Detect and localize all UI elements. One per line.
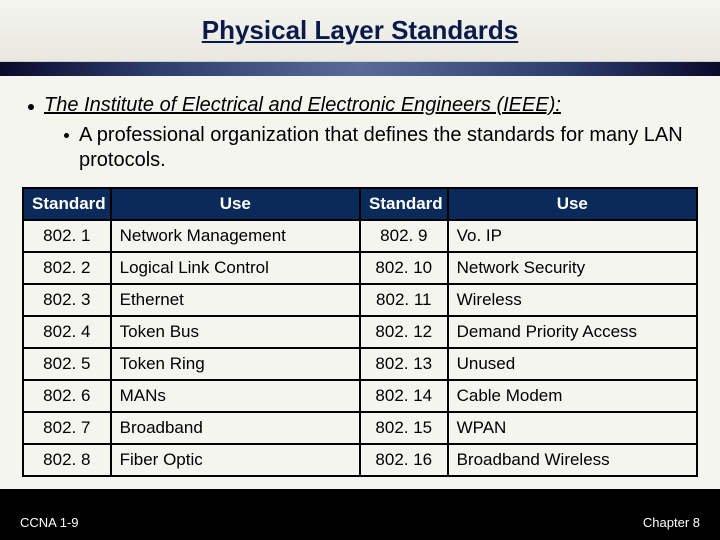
cell-use: Fiber Optic	[111, 444, 360, 476]
footer: CCNA 1-9 Chapter 8	[0, 510, 720, 540]
cell-use: Token Bus	[111, 316, 360, 348]
cell-standard: 802. 5	[23, 348, 111, 380]
cell-standard: 802. 2	[23, 252, 111, 284]
table-row: 802. 7 Broadband 802. 15 WPAN	[23, 412, 697, 444]
cell-standard: 802. 14	[360, 380, 448, 412]
table-header-row: Standard Use Standard Use	[23, 188, 697, 220]
standards-table: Standard Use Standard Use 802. 1 Network…	[22, 187, 698, 477]
table-row: 802. 6 MANs 802. 14 Cable Modem	[23, 380, 697, 412]
table-row: 802. 4 Token Bus 802. 12 Demand Priority…	[23, 316, 697, 348]
cell-use: Network Management	[111, 220, 360, 252]
cell-standard: 802. 15	[360, 412, 448, 444]
header-use-1: Use	[111, 188, 360, 220]
content-area: The Institute of Electrical and Electron…	[0, 76, 720, 489]
bullet-dot-icon	[28, 104, 34, 110]
cell-use: Wireless	[448, 284, 697, 316]
table-row: 802. 1 Network Management 802. 9 Vo. IP	[23, 220, 697, 252]
cell-use: Vo. IP	[448, 220, 697, 252]
cell-use: Demand Priority Access	[448, 316, 697, 348]
table-row: 802. 3 Ethernet 802. 11 Wireless	[23, 284, 697, 316]
cell-use: Token Ring	[111, 348, 360, 380]
cell-use: Unused	[448, 348, 697, 380]
cell-use: Logical Link Control	[111, 252, 360, 284]
cell-standard: 802. 10	[360, 252, 448, 284]
footer-right: Chapter 8	[643, 515, 700, 530]
slide-title: Physical Layer Standards	[202, 15, 518, 46]
cell-use: Cable Modem	[448, 380, 697, 412]
sub-bullet: A professional organization that defines…	[64, 123, 698, 173]
sub-bullet-text: A professional organization that defines…	[79, 123, 698, 173]
cell-use: Ethernet	[111, 284, 360, 316]
cell-standard: 802. 4	[23, 316, 111, 348]
cell-standard: 802. 9	[360, 220, 448, 252]
table-row: 802. 5 Token Ring 802. 13 Unused	[23, 348, 697, 380]
header-use-2: Use	[448, 188, 697, 220]
main-bullet-text: The Institute of Electrical and Electron…	[44, 94, 561, 117]
table-row: 802. 8 Fiber Optic 802. 16 Broadband Wir…	[23, 444, 697, 476]
decorative-band	[0, 62, 720, 76]
cell-standard: 802. 13	[360, 348, 448, 380]
table-row: 802. 2 Logical Link Control 802. 10 Netw…	[23, 252, 697, 284]
cell-use: Broadband	[111, 412, 360, 444]
cell-standard: 802. 3	[23, 284, 111, 316]
cell-standard: 802. 11	[360, 284, 448, 316]
cell-standard: 802. 7	[23, 412, 111, 444]
cell-standard: 802. 6	[23, 380, 111, 412]
cell-standard: 802. 1	[23, 220, 111, 252]
cell-standard: 802. 8	[23, 444, 111, 476]
header-standard-2: Standard	[360, 188, 448, 220]
header-standard-1: Standard	[23, 188, 111, 220]
cell-use: Broadband Wireless	[448, 444, 697, 476]
footer-left: CCNA 1-9	[20, 515, 79, 530]
cell-use: Network Security	[448, 252, 697, 284]
cell-use: WPAN	[448, 412, 697, 444]
main-bullet: The Institute of Electrical and Electron…	[22, 94, 698, 117]
cell-standard: 802. 16	[360, 444, 448, 476]
title-bar: Physical Layer Standards	[0, 0, 720, 62]
cell-standard: 802. 12	[360, 316, 448, 348]
bullet-dot-icon	[64, 133, 69, 138]
cell-use: MANs	[111, 380, 360, 412]
